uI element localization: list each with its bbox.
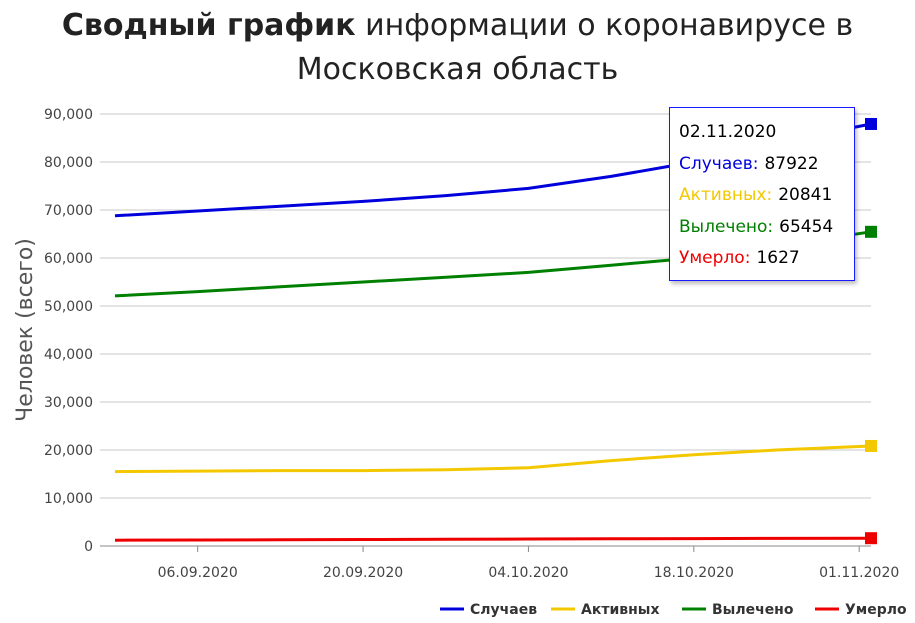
legend: Случаев Активных Вылечено Умерло: [440, 602, 907, 618]
y-tick-label: 80,000: [44, 155, 93, 171]
chart-title-line2: Московская область: [296, 52, 619, 87]
legend-label: Вылечено: [712, 602, 794, 618]
chart-title-bold: Сводный график: [61, 8, 356, 43]
chart-title-line1: Сводный график информации о коронавирусе…: [0, 4, 915, 48]
x-tick-label: 01.11.2020: [819, 565, 899, 581]
tooltip-row-label: Вылечено:: [679, 216, 774, 237]
series-line: [114, 536, 872, 542]
tooltip-row-label: Умерло:: [679, 248, 751, 268]
x-tick-label: 06.09.2020: [158, 565, 238, 581]
tooltip-date: 02.11.2020: [679, 122, 777, 142]
tooltip-row-label: Случаев:: [679, 153, 759, 174]
series-end-marker: [865, 532, 877, 545]
tooltip-row-value: 20841: [778, 185, 833, 205]
tooltip-row-label: Активных:: [679, 185, 773, 205]
chart-title: Сводный график информации о коронавирусе…: [0, 4, 915, 92]
tooltip-row-value: 1627: [756, 248, 800, 268]
y-tick-label: 40,000: [44, 347, 93, 363]
y-tick-label: 30,000: [44, 395, 93, 411]
x-tick-label: 04.10.2020: [488, 565, 568, 581]
series-line: [114, 444, 872, 474]
x-tick-label: 18.10.2020: [654, 565, 734, 581]
x-tick-label: 20.09.2020: [323, 565, 403, 581]
series-end-marker: [865, 225, 877, 238]
tooltip-row: Умерло: 1627: [679, 244, 854, 276]
axes: 0 10,000 20,000 30,000 40,000 50,000 60,000 70,…: [13, 107, 899, 581]
y-tick-label: 10,000: [44, 491, 93, 507]
grid-lines: [100, 113, 871, 547]
series-end-marker: [865, 439, 877, 452]
y-tick-label: 0: [84, 539, 93, 555]
y-tick-label: 20,000: [44, 443, 93, 459]
y-axis-title: Человек (всего): [13, 238, 38, 422]
legend-label: Умерло: [845, 602, 907, 618]
legend-label: Активных: [581, 602, 659, 618]
hover-tooltip: 02.11.2020 Случаев: 87922 Активных: 20841 Вы…: [669, 107, 855, 281]
y-tick-label: 90,000: [44, 107, 93, 123]
tooltip-row: Активных: 20841: [679, 181, 854, 213]
y-tick-label: 70,000: [44, 203, 93, 219]
tooltip-row: Вылечено: 65454: [679, 213, 854, 245]
y-tick-label: 60,000: [44, 251, 93, 267]
chart-title-rest: информации о коронавирусе в: [365, 8, 854, 43]
legend-label: Случаев: [470, 602, 537, 618]
series-end-marker: [865, 117, 877, 130]
tooltip-row-value: 65454: [779, 216, 834, 237]
y-tick-label: 50,000: [44, 299, 93, 315]
tooltip-row-value: 87922: [764, 153, 819, 174]
tooltip-row: Случаев: 87922: [679, 150, 854, 182]
